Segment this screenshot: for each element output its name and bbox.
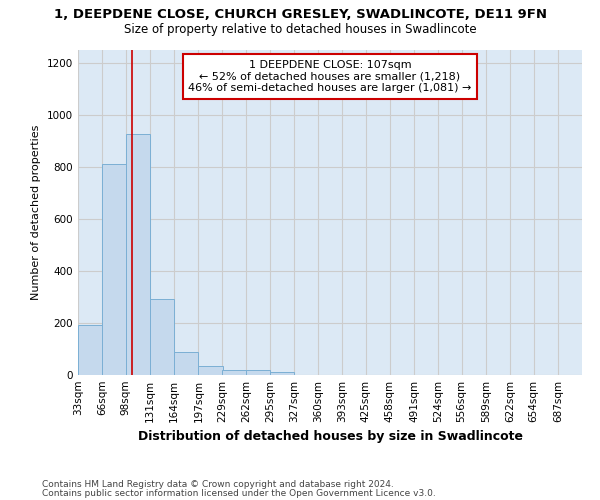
Bar [199, 366, 223, 375]
Text: Contains HM Land Registry data © Crown copyright and database right 2024.: Contains HM Land Registry data © Crown c… [42, 480, 394, 489]
Bar [102, 164, 127, 375]
Bar [150, 299, 174, 375]
Text: 1, DEEPDENE CLOSE, CHURCH GRESLEY, SWADLINCOTE, DE11 9FN: 1, DEEPDENE CLOSE, CHURCH GRESLEY, SWADL… [53, 8, 547, 20]
Text: 1 DEEPDENE CLOSE: 107sqm
← 52% of detached houses are smaller (1,218)
46% of sem: 1 DEEPDENE CLOSE: 107sqm ← 52% of detach… [188, 60, 472, 93]
Bar [78, 325, 102, 375]
Bar [246, 370, 270, 375]
Bar [270, 372, 295, 375]
Y-axis label: Number of detached properties: Number of detached properties [31, 125, 41, 300]
Text: Contains public sector information licensed under the Open Government Licence v3: Contains public sector information licen… [42, 488, 436, 498]
Bar [174, 352, 199, 375]
Bar [222, 370, 246, 375]
Text: Size of property relative to detached houses in Swadlincote: Size of property relative to detached ho… [124, 22, 476, 36]
Bar [125, 134, 150, 375]
X-axis label: Distribution of detached houses by size in Swadlincote: Distribution of detached houses by size … [137, 430, 523, 444]
